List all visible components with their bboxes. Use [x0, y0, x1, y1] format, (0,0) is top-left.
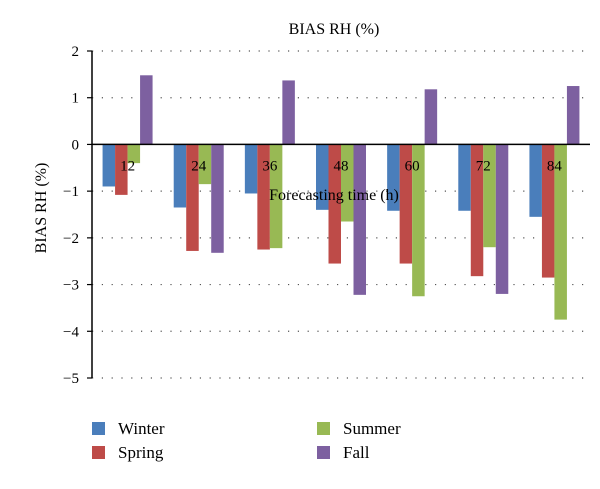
legend-label-spring: Spring: [118, 443, 164, 462]
legend-label-fall: Fall: [343, 443, 370, 462]
x-tick-label-72: 72: [476, 158, 491, 174]
bar-summer-24: [198, 144, 212, 185]
bar-winter-48: [316, 144, 329, 210]
y-tick-label: −5: [63, 371, 79, 387]
bar-spring-48: [328, 144, 341, 264]
y-tick-label: 0: [72, 137, 80, 153]
bar-fall-60: [424, 89, 438, 145]
legend: Winter Spring Summer Fall: [92, 419, 401, 462]
legend-label-winter: Winter: [118, 419, 165, 438]
bar-spring-24: [186, 144, 199, 251]
bar-fall-84: [566, 86, 580, 145]
bar-fall-72: [495, 144, 509, 294]
y-tick-label: −3: [63, 278, 79, 294]
bars: [102, 75, 580, 320]
bar-summer-84: [554, 144, 567, 320]
y-tick-label: −2: [63, 231, 79, 247]
x-tick-label-48: 48: [334, 158, 349, 174]
bar-spring-36: [257, 144, 270, 250]
x-tick-labels: 12 24 36 48 60 72 84: [120, 158, 562, 174]
x-tick-label-84: 84: [547, 158, 563, 174]
x-tick-label-24: 24: [191, 158, 207, 174]
legend-swatch-fall: [317, 446, 330, 459]
bar-fall-12: [140, 75, 153, 145]
bar-fall-36: [282, 80, 295, 145]
bar-summer-48: [341, 144, 354, 222]
bar-winter-36: [244, 144, 258, 194]
y-tick-labels: 2 1 0 −1 −2 −3 −4 −5: [63, 44, 92, 387]
bar-spring-84: [541, 144, 555, 278]
bar-winter-72: [458, 144, 471, 211]
bar-summer-36: [269, 144, 283, 249]
y-tick-label: −1: [63, 184, 79, 200]
x-axis-label: Forecasting time (h): [269, 187, 399, 204]
x-tick-label-12: 12: [120, 158, 135, 174]
legend-label-summer: Summer: [343, 419, 401, 438]
bar-summer-72: [483, 144, 496, 248]
chart-title: BIAS RH (%): [289, 21, 380, 38]
bar-spring-60: [399, 144, 413, 264]
bar-spring-12: [115, 144, 128, 195]
bar-summer-12: [127, 144, 141, 164]
bar-winter-12: [102, 144, 116, 187]
y-tick-label: −4: [63, 324, 79, 340]
legend-swatch-summer: [317, 422, 330, 435]
x-tick-label-60: 60: [405, 158, 420, 174]
legend-swatch-winter: [92, 422, 105, 435]
bar-spring-72: [470, 144, 484, 277]
y-axis-label: BIAS RH (%): [33, 163, 50, 254]
y-tick-label: 1: [72, 91, 80, 107]
bar-winter-60: [387, 144, 400, 211]
legend-swatch-spring: [92, 446, 105, 459]
bar-fall-48: [353, 144, 366, 295]
bar-fall-24: [211, 144, 224, 253]
bar-winter-84: [529, 144, 542, 217]
x-tick-label-36: 36: [262, 158, 278, 174]
bar-summer-60: [412, 144, 425, 297]
y-tick-label: 2: [72, 44, 80, 60]
bar-winter-24: [173, 144, 187, 208]
